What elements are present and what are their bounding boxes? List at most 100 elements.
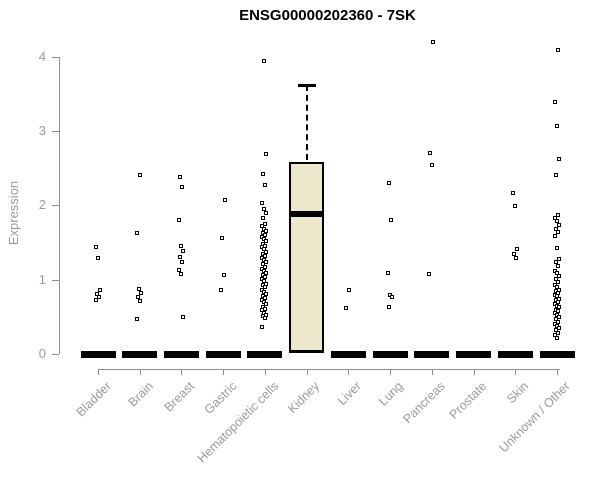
data-point	[555, 263, 560, 268]
x-tick	[139, 369, 141, 375]
data-point	[139, 291, 144, 296]
data-point	[179, 185, 184, 190]
x-tick-label: Prostate	[446, 379, 490, 422]
data-point	[554, 245, 559, 250]
x-tick-label: Gastric	[201, 379, 240, 417]
x-tick	[515, 369, 517, 375]
x-tick	[557, 369, 559, 375]
data-point	[264, 270, 269, 275]
data-point	[430, 162, 435, 167]
data-point	[179, 260, 184, 265]
data-point	[554, 124, 559, 129]
data-point	[388, 217, 393, 222]
data-point	[222, 197, 227, 202]
data-point	[136, 295, 141, 300]
data-point	[263, 295, 268, 300]
data-point	[386, 305, 391, 310]
y-tick	[52, 56, 59, 58]
data-point	[556, 156, 561, 161]
data-point	[93, 298, 98, 302]
zero-box-bar	[497, 350, 533, 358]
data-point	[262, 58, 267, 63]
data-point	[261, 172, 266, 177]
data-point	[513, 256, 518, 261]
data-point	[263, 222, 268, 227]
data-point	[554, 219, 559, 224]
data-point	[97, 287, 102, 292]
y-tick	[52, 131, 59, 133]
data-point	[135, 231, 140, 236]
median-line	[289, 211, 325, 218]
x-tick-label: Brain	[125, 379, 156, 410]
data-point	[556, 274, 561, 279]
data-point	[555, 280, 560, 285]
data-point	[263, 315, 268, 320]
data-point	[95, 256, 100, 261]
zero-box-bar	[539, 350, 575, 358]
data-point	[555, 230, 560, 235]
y-axis-line	[59, 56, 60, 354]
data-point	[556, 222, 561, 227]
y-tick-label: 3	[38, 123, 46, 139]
data-point	[135, 316, 140, 321]
data-point	[555, 319, 560, 324]
zero-box-bar	[205, 350, 241, 358]
box	[289, 162, 325, 354]
x-tick	[390, 369, 392, 375]
data-point	[180, 315, 185, 320]
data-point	[263, 285, 268, 290]
data-point	[389, 295, 394, 300]
x-tick	[348, 369, 350, 375]
x-tick-label: Breast	[161, 379, 198, 415]
data-point	[263, 232, 268, 237]
data-point	[177, 175, 182, 180]
data-point	[176, 268, 181, 273]
zero-box-bar	[122, 350, 158, 358]
data-point	[262, 206, 267, 211]
x-axis-line	[98, 369, 560, 370]
data-point	[221, 272, 226, 277]
data-point	[93, 244, 98, 249]
zero-box-bar	[456, 350, 492, 358]
data-point	[556, 305, 561, 310]
zero-box-bar	[163, 350, 199, 358]
data-point	[552, 100, 557, 105]
data-point	[553, 226, 558, 231]
chart-title: ENSG00000202360 - 7SK	[239, 7, 416, 24]
data-point	[264, 249, 269, 254]
whisker-cap	[297, 84, 316, 87]
data-point	[554, 335, 559, 340]
x-tick	[473, 369, 475, 375]
zero-box-bar	[247, 350, 283, 358]
data-point	[512, 204, 517, 209]
data-point	[264, 152, 269, 157]
x-tick-label: Skin	[504, 379, 532, 407]
data-point	[261, 216, 266, 221]
data-point	[260, 201, 265, 206]
data-point	[264, 239, 269, 244]
data-point	[180, 248, 185, 253]
x-tick-label: Lung	[376, 379, 407, 409]
data-point	[514, 246, 519, 251]
x-tick	[181, 369, 183, 375]
data-point	[555, 330, 560, 335]
data-point	[553, 260, 558, 265]
data-point	[138, 298, 143, 303]
data-point	[178, 271, 183, 276]
x-tick-label: Hematopoietic cells	[194, 379, 281, 466]
zero-box-bar	[372, 350, 408, 358]
data-point	[555, 290, 560, 295]
data-point	[264, 260, 269, 265]
data-point	[555, 212, 560, 217]
x-tick-label: Liver	[335, 379, 365, 409]
y-tick	[52, 205, 59, 207]
zero-box-bar	[414, 350, 450, 358]
data-point	[556, 257, 561, 262]
data-point	[510, 191, 515, 195]
data-point	[176, 217, 181, 222]
x-tick	[223, 369, 225, 375]
data-point	[552, 234, 557, 239]
data-point	[343, 306, 348, 311]
x-tick-label: Kidney	[285, 379, 323, 416]
